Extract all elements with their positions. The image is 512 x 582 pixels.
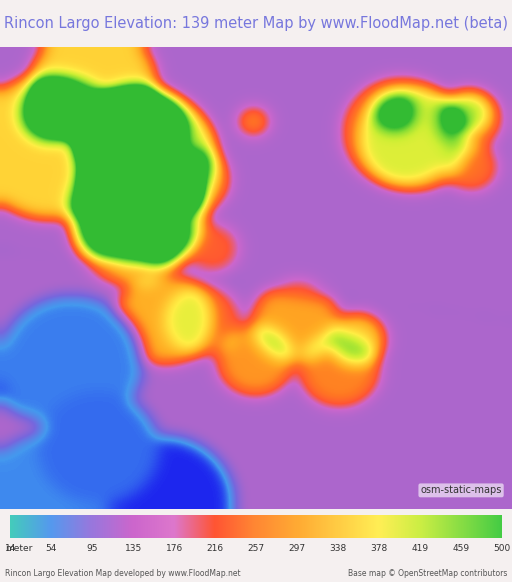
Text: Base map © OpenStreetMap contributors: Base map © OpenStreetMap contributors	[348, 569, 507, 578]
Text: Rincon Largo Elevation: 139 meter Map by www.FloodMap.net (beta): Rincon Largo Elevation: 139 meter Map by…	[4, 16, 508, 31]
Text: osm-static-maps: osm-static-maps	[420, 485, 502, 495]
Text: 419: 419	[411, 544, 429, 552]
Text: Rincon Largo Elevation Map developed by www.FloodMap.net: Rincon Largo Elevation Map developed by …	[5, 569, 241, 578]
Text: 378: 378	[370, 544, 388, 552]
Text: 95: 95	[87, 544, 98, 552]
Text: 176: 176	[165, 544, 183, 552]
Text: 338: 338	[329, 544, 347, 552]
Text: 216: 216	[206, 544, 224, 552]
Text: 135: 135	[124, 544, 142, 552]
Text: 297: 297	[288, 544, 306, 552]
Text: 500: 500	[493, 544, 510, 552]
Text: 14: 14	[5, 544, 16, 552]
Text: 257: 257	[247, 544, 265, 552]
Text: 459: 459	[452, 544, 470, 552]
Text: 54: 54	[46, 544, 57, 552]
Text: meter: meter	[5, 544, 33, 552]
